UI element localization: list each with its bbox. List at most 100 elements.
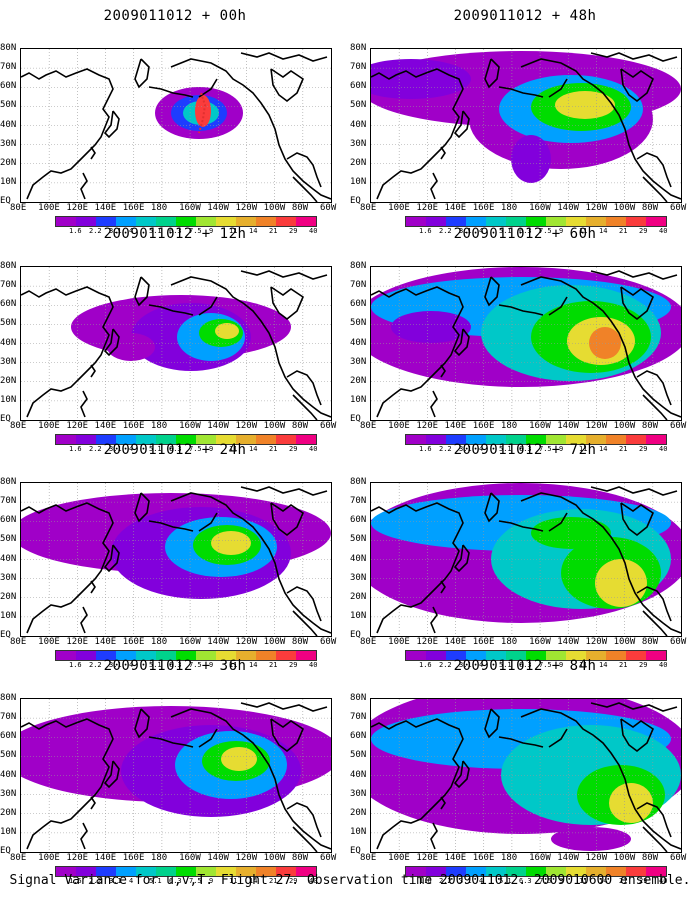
coastline: [103, 328, 120, 357]
longitude-label: 140E: [94, 203, 117, 213]
colorbar-level-label: 21: [269, 877, 278, 885]
longitude-label: 100E: [388, 853, 410, 863]
latitude-label: 70N: [0, 62, 17, 73]
colorbar-level-label: 40: [309, 877, 318, 885]
latitude-label: EQ: [350, 846, 361, 856]
colorbar-level-label: 5.1: [499, 445, 512, 453]
longitude-label: 120E: [416, 637, 439, 647]
colorbar-level-label: 29: [289, 445, 298, 453]
longitude-label: 140E: [94, 853, 117, 863]
colorbar-swatch: [76, 217, 96, 226]
colorbar-swatch: [606, 217, 626, 226]
colorbar-swatch: [96, 867, 116, 876]
colorbar-level-label: 3.1: [109, 661, 122, 669]
longitude-label: 60W: [320, 203, 337, 213]
colorbar-level-label: 9: [559, 661, 564, 669]
colorbar-swatch: [76, 435, 96, 444]
colorbar-swatch: [466, 435, 486, 444]
longitude-label: 140E: [444, 421, 467, 431]
latitude-label: 10N: [350, 826, 367, 837]
variance-contour: [221, 747, 257, 771]
colorbar-swatch: [156, 867, 176, 876]
longitude-label: 120E: [66, 421, 89, 431]
longitude-label: 120W: [235, 853, 258, 863]
colorbar-level-label: 1.6: [419, 877, 432, 885]
colorbar-swatch: [116, 651, 136, 660]
latitude-label: 60N: [350, 731, 367, 742]
colorbar-level-label: 29: [289, 661, 298, 669]
colorbar-level-label: 2.2: [89, 877, 102, 885]
coastline: [548, 512, 568, 532]
colorbar-level-label: 21: [619, 445, 628, 453]
latitude-label: 40N: [0, 119, 17, 130]
colorbar-swatch: [296, 435, 316, 444]
colorbar-level-label: 21: [269, 227, 278, 235]
colorbar-swatch: [196, 867, 216, 876]
longitude-label: 120W: [235, 421, 258, 431]
longitude-label: 100E: [388, 203, 410, 213]
longitude-label: 80E: [360, 637, 377, 647]
colorbar-level-label: 7.5: [539, 661, 552, 669]
map-frame: [20, 266, 332, 421]
longitude-label: 80E: [10, 637, 27, 647]
longitude-label: 120W: [235, 637, 258, 647]
coastline: [270, 502, 304, 537]
longitude-label: 140W: [207, 637, 229, 647]
longitude-label: 120E: [66, 637, 89, 647]
colorbar-swatch: [406, 217, 426, 226]
latitude-label: 10N: [350, 394, 367, 405]
colorbar-swatch: [586, 217, 606, 226]
coastline: [642, 610, 668, 636]
colorbar: [405, 650, 667, 661]
longitude-label: 140W: [207, 853, 229, 863]
latitude-label: EQ: [350, 414, 361, 424]
longitude-label: 80W: [291, 421, 309, 431]
coastline: [198, 296, 218, 316]
colorbar-level-label: 7.5: [189, 877, 202, 885]
coastline: [292, 826, 318, 852]
colorbar: [55, 866, 317, 877]
colorbar-swatch: [216, 435, 236, 444]
latitude-label: 30N: [350, 138, 367, 149]
coastline: [134, 276, 150, 307]
variance-contour: [107, 333, 155, 361]
colorbar-swatch: [116, 217, 136, 226]
longitude-label: 140W: [557, 637, 579, 647]
latitude-label: 40N: [0, 337, 17, 348]
longitude-label: 80W: [641, 421, 659, 431]
colorbar-level-label: 14: [599, 661, 608, 669]
colorbar-level-label: 7.5: [189, 445, 202, 453]
colorbar-level-label: 40: [659, 661, 668, 669]
latitude-label: 70N: [0, 712, 17, 723]
colorbar-swatch: [296, 651, 316, 660]
colorbar-swatch: [566, 435, 586, 444]
coastline: [453, 328, 470, 357]
latitude-label: 60N: [350, 81, 367, 92]
panel-title: 2009011012 + 12h: [103, 226, 247, 242]
latitude-label: 70N: [350, 62, 367, 73]
longitude-label: 140W: [207, 203, 229, 213]
longitude-label: 80E: [360, 203, 377, 213]
variance-contour: [595, 559, 647, 607]
colorbar-swatch: [156, 651, 176, 660]
map-panel: 2009011012 + 48h 80N 70N 60N 50N 40N 30N 20N 10N…: [350, 8, 700, 235]
colorbar-level-label: 4: [479, 877, 484, 885]
longitude-label: 180: [500, 421, 518, 431]
coastline: [590, 270, 678, 280]
coastline: [498, 736, 544, 748]
colorbar-level-label: 14: [249, 227, 258, 235]
colorbar-swatch: [646, 217, 666, 226]
coastline: [498, 86, 544, 98]
colorbar-swatch: [256, 651, 276, 660]
longitude-label: 160E: [472, 637, 495, 647]
colorbar-level-label: 2.2: [89, 445, 102, 453]
map-frame: [370, 266, 682, 421]
colorbar-swatch: [546, 651, 566, 660]
coastline: [134, 58, 150, 89]
coastline: [642, 394, 668, 420]
latitude-label: 80N: [0, 693, 17, 703]
map-frame: [20, 698, 332, 853]
colorbar-level-label: 3.1: [459, 227, 472, 235]
latitude-label: 80N: [350, 693, 367, 703]
colorbar-level-label: 11: [229, 877, 238, 885]
